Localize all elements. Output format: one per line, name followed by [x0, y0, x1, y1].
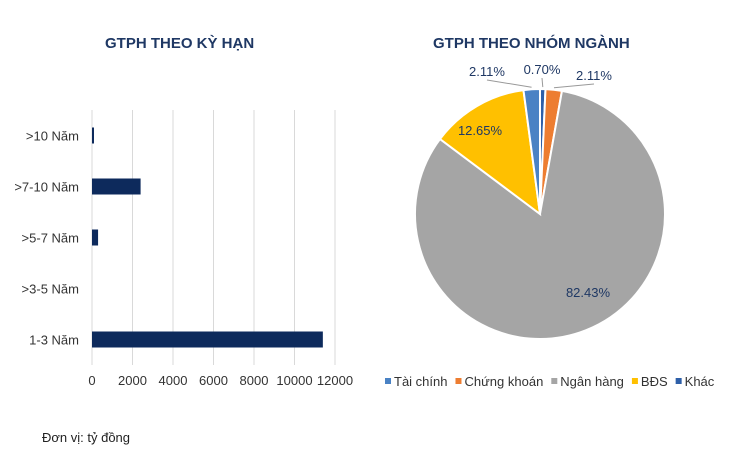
bar-0 — [92, 127, 94, 144]
x-tick-label: 0 — [88, 373, 95, 388]
legend-swatch — [455, 378, 462, 384]
pie-slice-0 — [522, 87, 541, 215]
bar-4 — [92, 331, 323, 348]
data-label: 2.11% — [469, 64, 505, 79]
legend-label: Khác — [685, 374, 715, 389]
pie-slice-3 — [438, 88, 542, 217]
x-tick-label: 4000 — [159, 373, 188, 388]
bar-1 — [92, 178, 141, 195]
y-tick-label: >3-5 Năm — [22, 282, 79, 297]
legend-swatch — [631, 378, 638, 384]
legend-label: Ngân hàng — [560, 374, 624, 389]
data-label: 82.43% — [566, 285, 611, 300]
legend-swatch — [551, 378, 558, 384]
y-tick-label: >7-10 Năm — [14, 180, 79, 195]
x-tick-label: 6000 — [199, 373, 228, 388]
y-tick-label: >5-7 Năm — [22, 231, 79, 246]
y-tick-label: 1-3 Năm — [29, 333, 79, 348]
data-label: 12.65% — [458, 123, 503, 138]
x-tick-label: 12000 — [317, 373, 353, 388]
legend-label: Chứng khoán — [464, 374, 543, 389]
leader-line — [486, 79, 532, 88]
unit-note: Đơn vị: tỷ đồng — [42, 430, 131, 445]
leader-line — [553, 83, 595, 89]
x-tick-label: 10000 — [276, 373, 312, 388]
bar-chart-title: GTPH THEO KỲ HẠN — [105, 35, 255, 52]
pie-chart-title: GTPH THEO NHÓM NGÀNH — [433, 35, 630, 52]
leader-line — [541, 77, 544, 88]
legend-label: Tài chính — [394, 374, 447, 389]
data-label: 0.70% — [524, 62, 561, 77]
x-tick-label: 2000 — [118, 373, 147, 388]
bar-2 — [92, 229, 99, 246]
y-tick-label: >10 Năm — [26, 129, 79, 144]
legend-swatch — [675, 378, 682, 384]
data-label: 2.11% — [576, 68, 612, 83]
legend-swatch — [385, 378, 391, 384]
legend-label: BĐS — [641, 374, 668, 389]
x-tick-label: 8000 — [240, 373, 269, 388]
